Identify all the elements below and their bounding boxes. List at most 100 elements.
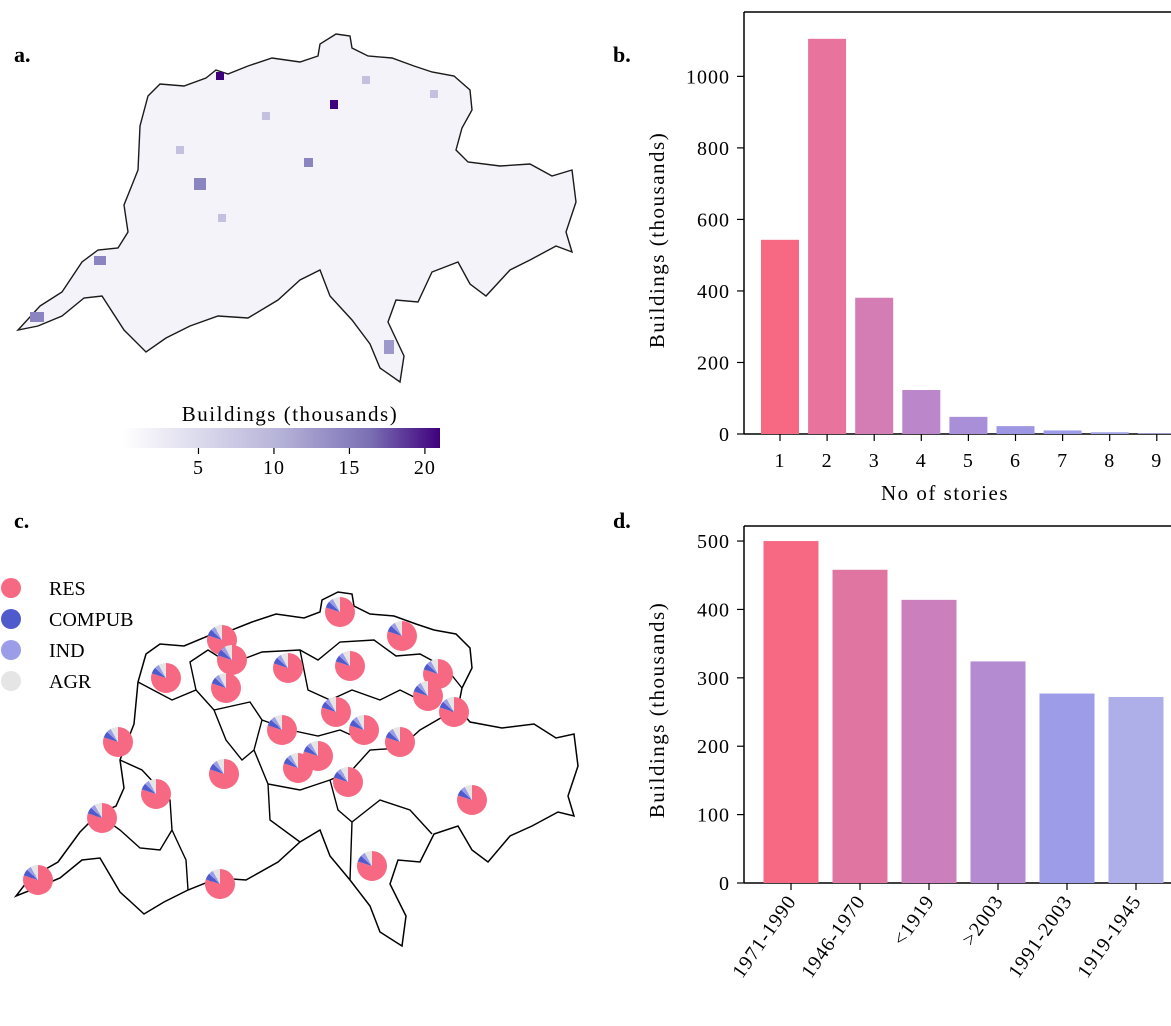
pie-slice <box>392 727 400 742</box>
canton-pie <box>333 767 364 798</box>
chart-b-y-tick-label: 800 <box>697 138 730 160</box>
pie-slice <box>215 674 226 688</box>
hotspot-geneva <box>30 312 44 322</box>
canton-pie <box>273 653 303 684</box>
pie-slice <box>221 646 232 660</box>
pie-slice <box>110 727 118 742</box>
pie-slice <box>155 664 166 678</box>
colorbar: Buildings (thousands) 5 10 15 20 <box>123 402 440 479</box>
legend-label: COMPUB <box>49 609 133 631</box>
canton-pie <box>457 785 488 815</box>
pie-slice <box>340 767 348 782</box>
chart-b-y-tick-label: 200 <box>697 352 730 374</box>
chart-d-bar <box>832 569 888 883</box>
chart-b-bar <box>808 38 847 435</box>
pie-slice <box>335 655 350 666</box>
pie-slice <box>339 652 350 666</box>
pie-slice <box>273 657 288 668</box>
colorbar-label: Buildings (thousands) <box>182 402 398 426</box>
occupancy-legend: RES COMPUB IND AGR <box>1 578 133 693</box>
switzerland-outline <box>16 33 577 384</box>
canton-pie <box>208 759 239 790</box>
colorbar-tick-label: 10 <box>263 457 285 479</box>
chart-d-x-tick-label: 1946-1970 <box>797 891 870 982</box>
legend-label: AGR <box>49 671 92 693</box>
pie-slice <box>213 760 224 774</box>
pie-slice <box>218 673 226 688</box>
canton-pie <box>141 779 172 809</box>
canton-pie <box>217 645 248 676</box>
pie-slice <box>211 626 222 640</box>
canton-pie <box>321 697 351 728</box>
hotspot-lugano <box>384 340 394 354</box>
pie-slice <box>208 759 239 790</box>
pie-slice <box>329 598 340 612</box>
hotspot-winterthur <box>362 76 370 84</box>
chart-b-x-tick-label: 4 <box>916 450 927 472</box>
pie-slice <box>287 754 298 768</box>
chart-d-y-tick-label: 400 <box>697 599 730 621</box>
canton-borders <box>97 639 463 891</box>
pie-slice <box>205 869 235 900</box>
canton-pie <box>357 851 388 882</box>
pie-slice <box>158 663 166 678</box>
chart-d-y-tick-label: 300 <box>697 668 730 690</box>
chart-b-x-tick-label: 9 <box>1151 450 1162 472</box>
chart-d-y-tick-label: 100 <box>697 805 730 827</box>
pie-slice <box>417 682 428 696</box>
canton-pie <box>349 715 380 746</box>
pie-slice <box>280 653 288 668</box>
hotspot-aarau <box>262 112 270 120</box>
chart-d-x-tick-label: 1991-2003 <box>1004 891 1077 982</box>
pie-slice <box>283 757 298 768</box>
pie-slice <box>446 697 454 712</box>
canton-pie <box>439 697 470 728</box>
pie-slice <box>141 783 156 794</box>
pie-slice <box>357 851 388 882</box>
chart-d-x-tick-label: <1919 <box>889 891 939 950</box>
pie-slice <box>107 728 118 742</box>
canton-pie <box>325 597 355 628</box>
chart-b-x-tick-label: 5 <box>963 450 974 472</box>
chart-b-y-tick-label: 600 <box>697 209 730 231</box>
chart-d-y-tick-label: 500 <box>697 531 730 553</box>
chart-d-y-ticks: 0 100 200 300 400 500 <box>697 531 744 895</box>
chart-d-bars <box>763 541 1164 883</box>
pie-slice <box>23 865 54 895</box>
pie-slice <box>357 855 372 866</box>
pie-slice <box>325 601 340 612</box>
pie-slice <box>303 745 318 756</box>
hotspot-basel <box>216 72 224 80</box>
chart-d-x-tick-label: 1971-1990 <box>728 891 801 982</box>
pie-slice <box>307 742 318 756</box>
colorbar-tick-label: 5 <box>193 457 204 479</box>
pie-slice <box>321 701 336 712</box>
canton-pie <box>385 727 415 758</box>
colorbar-gradient <box>123 428 440 448</box>
chart-b-bar <box>996 426 1035 434</box>
pie-slice <box>211 677 226 688</box>
pie-slice <box>283 753 314 783</box>
pie-slice <box>290 753 298 768</box>
chart-b-bars <box>761 38 1171 435</box>
pie-slice <box>464 785 472 800</box>
colorbar-tick-label: 15 <box>338 457 360 479</box>
chart-b-bar <box>949 416 988 434</box>
canton-pie <box>102 727 134 758</box>
pie-slice <box>145 780 156 794</box>
legend-marker <box>1 640 21 660</box>
pie-slice <box>216 759 224 774</box>
pie-slice <box>353 716 364 730</box>
pie-slice <box>387 625 402 636</box>
pie-slice <box>439 697 470 728</box>
pie-slice <box>205 873 220 884</box>
pie-slice <box>391 622 402 636</box>
pie-slice <box>103 731 118 742</box>
pie-slice <box>207 629 222 640</box>
chart-d-bar <box>1108 696 1164 883</box>
pie-slice <box>430 659 438 674</box>
pie-slice <box>361 852 372 866</box>
pie-slice <box>87 807 102 818</box>
pie-slice <box>274 715 282 730</box>
